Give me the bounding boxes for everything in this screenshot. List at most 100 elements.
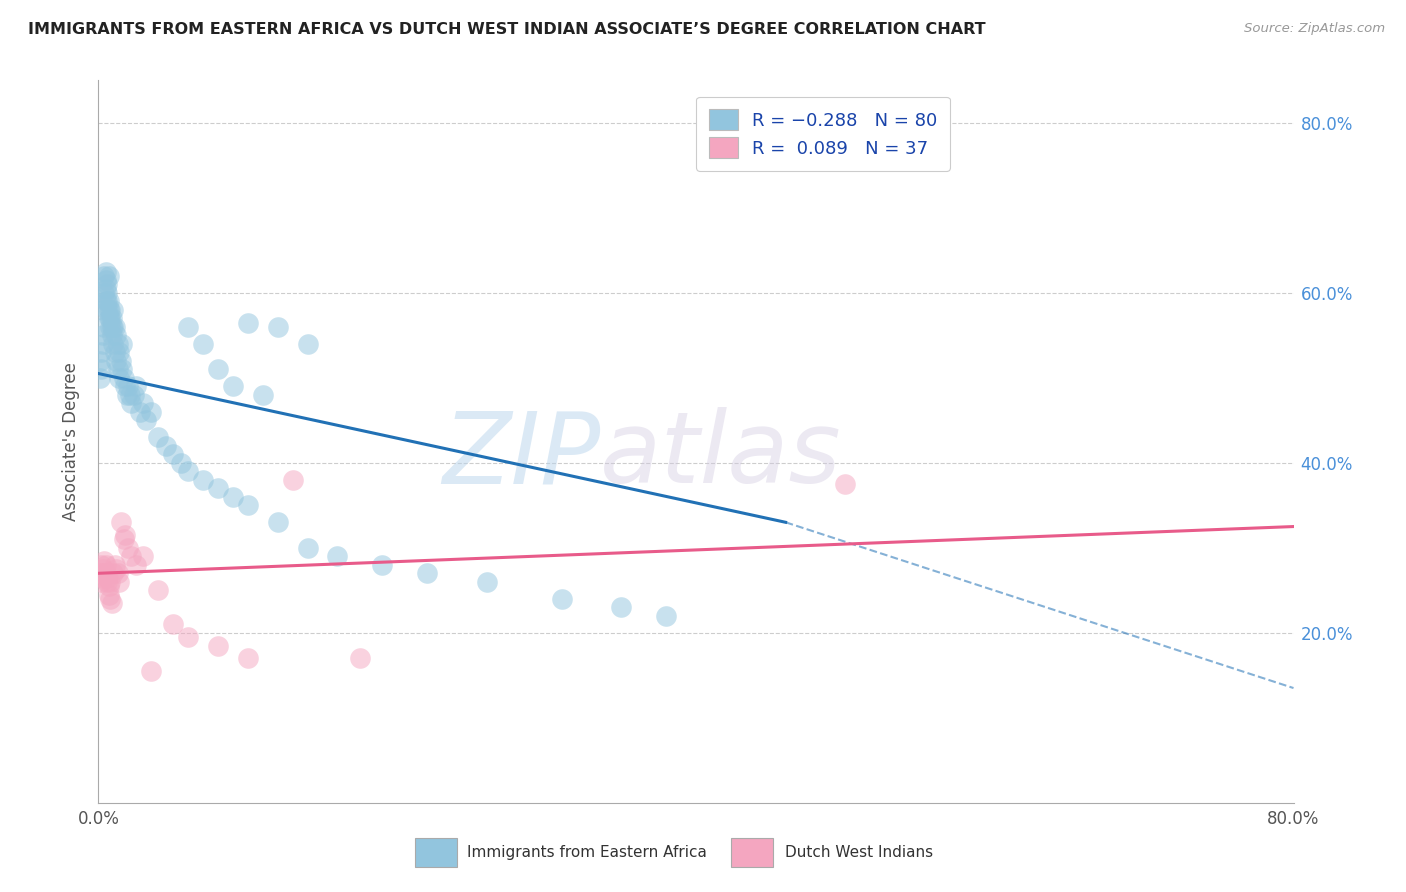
Point bbox=[236, 498, 259, 512]
Point bbox=[98, 302, 122, 317]
Point bbox=[108, 574, 131, 589]
Point bbox=[97, 588, 120, 602]
Text: IMMIGRANTS FROM EASTERN AFRICA VS DUTCH WEST INDIAN ASSOCIATE’S DEGREE CORRELATI: IMMIGRANTS FROM EASTERN AFRICA VS DUTCH … bbox=[28, 22, 986, 37]
Point bbox=[97, 579, 120, 593]
Point bbox=[416, 566, 439, 581]
Point bbox=[834, 477, 856, 491]
Point bbox=[120, 549, 142, 564]
Point bbox=[101, 328, 124, 343]
Point bbox=[129, 405, 152, 419]
Text: atlas: atlas bbox=[600, 408, 842, 505]
Point bbox=[191, 336, 214, 351]
Point bbox=[96, 570, 118, 584]
Point bbox=[110, 353, 132, 368]
Point bbox=[91, 302, 114, 317]
Point bbox=[90, 574, 112, 589]
Point bbox=[118, 388, 141, 402]
Point bbox=[105, 328, 128, 343]
Point bbox=[139, 405, 162, 419]
Point bbox=[135, 413, 157, 427]
Point bbox=[94, 264, 117, 278]
Point bbox=[148, 583, 170, 598]
Point bbox=[101, 319, 124, 334]
Point bbox=[125, 379, 148, 393]
Point bbox=[191, 473, 214, 487]
Point bbox=[177, 319, 200, 334]
Point bbox=[94, 281, 117, 295]
Point bbox=[222, 379, 245, 393]
Text: Source: ZipAtlas.com: Source: ZipAtlas.com bbox=[1244, 22, 1385, 36]
Point bbox=[97, 268, 120, 283]
Point bbox=[90, 362, 112, 376]
Legend: R = −0.288   N = 80, R =  0.089   N = 37: R = −0.288 N = 80, R = 0.089 N = 37 bbox=[696, 96, 950, 170]
Point bbox=[155, 439, 177, 453]
Point bbox=[297, 541, 319, 555]
Point bbox=[169, 456, 191, 470]
Point bbox=[125, 558, 148, 572]
Point bbox=[267, 319, 290, 334]
Point bbox=[98, 591, 122, 606]
Point bbox=[177, 630, 200, 644]
Point bbox=[98, 311, 122, 326]
Point bbox=[97, 311, 120, 326]
Point bbox=[94, 273, 117, 287]
Point bbox=[93, 268, 115, 283]
Point bbox=[96, 285, 118, 300]
Point bbox=[655, 608, 678, 623]
Point bbox=[222, 490, 245, 504]
Point bbox=[96, 294, 118, 309]
Point bbox=[89, 371, 111, 385]
Text: Immigrants from Eastern Africa: Immigrants from Eastern Africa bbox=[467, 846, 707, 860]
Point bbox=[112, 533, 135, 547]
Y-axis label: Associate's Degree: Associate's Degree bbox=[62, 362, 80, 521]
Point bbox=[94, 566, 117, 581]
Point bbox=[281, 473, 304, 487]
Point bbox=[117, 541, 139, 555]
Point bbox=[93, 553, 115, 567]
Point bbox=[207, 362, 229, 376]
Point bbox=[98, 574, 122, 589]
Point bbox=[108, 371, 131, 385]
Point bbox=[103, 319, 125, 334]
Point bbox=[162, 617, 184, 632]
Point bbox=[111, 362, 134, 376]
Point bbox=[124, 388, 146, 402]
Point bbox=[94, 294, 117, 309]
Point bbox=[177, 464, 200, 478]
Point bbox=[103, 566, 125, 581]
Point bbox=[104, 345, 127, 359]
Point bbox=[111, 336, 134, 351]
Point bbox=[107, 336, 129, 351]
Point bbox=[162, 447, 184, 461]
Point bbox=[93, 285, 115, 300]
Point bbox=[91, 570, 114, 584]
Point bbox=[93, 319, 115, 334]
Point bbox=[252, 388, 274, 402]
Point bbox=[93, 566, 115, 581]
Point bbox=[148, 430, 170, 444]
Point bbox=[297, 336, 319, 351]
Point bbox=[267, 516, 290, 530]
Point bbox=[120, 396, 142, 410]
Point bbox=[475, 574, 498, 589]
Point bbox=[90, 345, 112, 359]
Point bbox=[91, 336, 114, 351]
Point bbox=[326, 549, 349, 564]
Point bbox=[371, 558, 394, 572]
Point bbox=[115, 388, 138, 402]
Point bbox=[114, 528, 136, 542]
Point bbox=[108, 345, 131, 359]
Point bbox=[207, 639, 229, 653]
Point bbox=[89, 566, 111, 581]
Point bbox=[132, 396, 155, 410]
Point bbox=[236, 651, 259, 665]
Point bbox=[90, 558, 112, 572]
Point bbox=[101, 311, 124, 326]
Point bbox=[91, 328, 114, 343]
Point bbox=[236, 316, 259, 330]
Point bbox=[98, 319, 122, 334]
Point bbox=[103, 302, 125, 317]
Text: ZIP: ZIP bbox=[441, 408, 600, 505]
Point bbox=[107, 362, 129, 376]
Point bbox=[96, 302, 118, 317]
